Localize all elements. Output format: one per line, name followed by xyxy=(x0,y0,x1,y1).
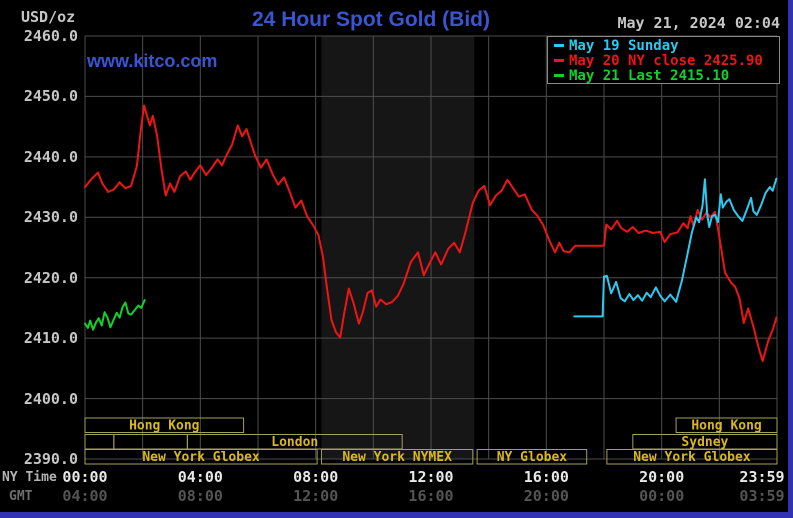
session-box xyxy=(675,417,778,433)
legend-dash-icon xyxy=(554,73,564,77)
legend-dash-icon xyxy=(554,43,564,47)
x-tick-label: 03:59 xyxy=(739,487,785,505)
x-tick-label: 20:00 xyxy=(639,468,685,486)
series-line xyxy=(573,177,778,318)
legend-item: May 19 Sunday xyxy=(554,39,779,54)
y-tick-label: 2450.0 xyxy=(23,87,78,106)
y-tick-label: 2440.0 xyxy=(23,147,78,166)
session-box xyxy=(113,434,188,450)
x-tick-label: 04:00 xyxy=(177,468,223,486)
session-box xyxy=(84,449,318,465)
series-line xyxy=(84,104,778,363)
session-box xyxy=(84,434,115,450)
y-tick-label: 2390.0 xyxy=(23,450,78,468)
session-label: Sydney xyxy=(681,435,728,450)
legend-label: May 20 NY close 2425.90 xyxy=(569,53,763,69)
axis-row-label: NY Time xyxy=(2,470,57,485)
session-label: London xyxy=(271,435,318,450)
x-tick-label: 00:00 xyxy=(639,487,685,505)
x-tick-label: 08:00 xyxy=(177,487,223,505)
legend-label: May 19 Sunday xyxy=(569,38,679,54)
session-box xyxy=(476,449,588,465)
series-line xyxy=(84,299,146,331)
session-box xyxy=(84,417,245,433)
x-tick-label: 00:00 xyxy=(62,468,108,486)
border-bottom xyxy=(0,512,793,518)
border-right xyxy=(788,0,793,518)
y-tick-label: 2430.0 xyxy=(23,208,78,227)
session-label: Hong Kong xyxy=(129,419,199,434)
kitco-watermark-link[interactable]: www.kitco.com xyxy=(87,51,218,71)
axis-row-label: GMT xyxy=(9,489,33,504)
session-label: NY Globex xyxy=(497,450,568,465)
x-tick-label: 23:59 xyxy=(739,468,785,486)
session-box xyxy=(320,449,474,465)
session-label: New York NYMEX xyxy=(342,450,452,465)
legend: May 19 Sunday May 20 NY close 2425.90 May … xyxy=(547,36,780,84)
session-label: New York Globex xyxy=(142,450,260,465)
x-tick-label: 16:00 xyxy=(408,487,454,505)
y-tick-label: 2460.0 xyxy=(23,27,78,45)
x-tick-label: 08:00 xyxy=(293,468,339,486)
session-label: Hong Kong xyxy=(691,419,761,434)
x-tick-label: 20:00 xyxy=(523,487,569,505)
legend-item: May 21 Last 2415.10 xyxy=(554,69,779,84)
y-tick-label: 2420.0 xyxy=(23,268,78,287)
legend-label: May 21 Last 2415.10 xyxy=(569,68,730,84)
legend-item: May 20 NY close 2425.90 xyxy=(554,54,779,69)
y-axis-unit-label: USD/oz xyxy=(21,8,76,26)
session-label: New York Globex xyxy=(633,450,751,465)
chart-title: 24 Hour Spot Gold (Bid) xyxy=(252,8,490,31)
session-box xyxy=(606,449,778,465)
x-tick-label: 16:00 xyxy=(523,468,569,486)
y-tick-label: 2410.0 xyxy=(23,329,78,348)
x-tick-label: 04:00 xyxy=(62,487,108,505)
x-tick-label: 12:00 xyxy=(293,487,339,505)
chart-datetime: May 21, 2024 02:04 xyxy=(617,14,780,32)
y-tick-label: 2400.0 xyxy=(23,389,78,408)
x-tick-label: 12:00 xyxy=(408,468,454,486)
legend-dash-icon xyxy=(554,58,564,62)
shaded-session-band xyxy=(321,36,475,459)
